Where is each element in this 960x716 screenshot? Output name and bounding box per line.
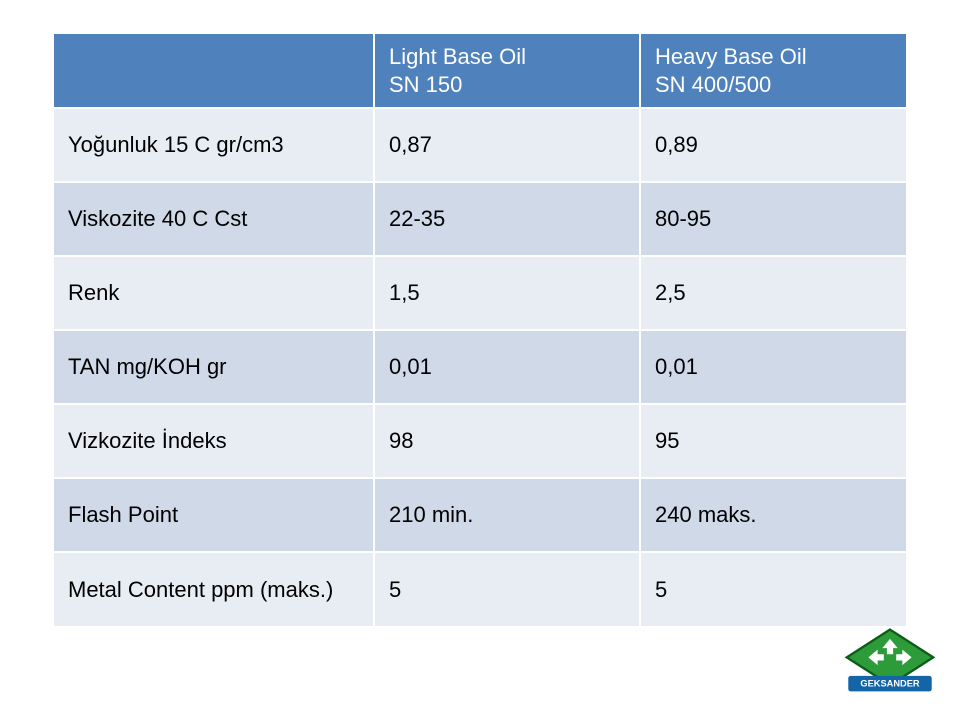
row-value-1: 98 [374, 404, 640, 478]
row-value-2: 0,89 [640, 108, 906, 182]
recycle-shield-icon: GEKSANDER [842, 628, 938, 696]
row-label: Metal Content ppm (maks.) [54, 552, 374, 626]
table-body: Yoğunluk 15 C gr/cm30,870,89Viskozite 40… [54, 108, 906, 626]
col-header-0 [54, 34, 374, 108]
brand-logo: GEKSANDER [842, 628, 938, 696]
col-header-2: Heavy Base Oil SN 400/500 [640, 34, 906, 108]
row-value-2: 0,01 [640, 330, 906, 404]
col-header-1-line1: Light Base Oil [389, 43, 625, 71]
table-row: Metal Content ppm (maks.)55 [54, 552, 906, 626]
col-header-1-line2: SN 150 [389, 71, 625, 99]
spec-table: Light Base Oil SN 150 Heavy Base Oil SN … [54, 34, 906, 626]
row-value-1: 210 min. [374, 478, 640, 552]
row-value-2: 240 maks. [640, 478, 906, 552]
row-label: Flash Point [54, 478, 374, 552]
row-value-1: 0,01 [374, 330, 640, 404]
row-value-2: 95 [640, 404, 906, 478]
slide: Light Base Oil SN 150 Heavy Base Oil SN … [0, 0, 960, 716]
logo-text: GEKSANDER [860, 679, 920, 689]
table-row: Flash Point210 min.240 maks. [54, 478, 906, 552]
row-value-1: 1,5 [374, 256, 640, 330]
row-label: Yoğunluk 15 C gr/cm3 [54, 108, 374, 182]
row-value-1: 0,87 [374, 108, 640, 182]
row-value-2: 5 [640, 552, 906, 626]
table-row: Vizkozite İndeks9895 [54, 404, 906, 478]
table-row: Renk1,52,5 [54, 256, 906, 330]
col-header-1: Light Base Oil SN 150 [374, 34, 640, 108]
row-label: TAN mg/KOH gr [54, 330, 374, 404]
row-label: Vizkozite İndeks [54, 404, 374, 478]
row-value-1: 22-35 [374, 182, 640, 256]
col-header-2-line1: Heavy Base Oil [655, 43, 892, 71]
table-header-row: Light Base Oil SN 150 Heavy Base Oil SN … [54, 34, 906, 108]
table-row: TAN mg/KOH gr0,010,01 [54, 330, 906, 404]
col-header-2-line2: SN 400/500 [655, 71, 892, 99]
row-label: Renk [54, 256, 374, 330]
table-row: Yoğunluk 15 C gr/cm30,870,89 [54, 108, 906, 182]
row-value-1: 5 [374, 552, 640, 626]
row-value-2: 2,5 [640, 256, 906, 330]
row-value-2: 80-95 [640, 182, 906, 256]
table-row: Viskozite 40 C Cst22-3580-95 [54, 182, 906, 256]
row-label: Viskozite 40 C Cst [54, 182, 374, 256]
